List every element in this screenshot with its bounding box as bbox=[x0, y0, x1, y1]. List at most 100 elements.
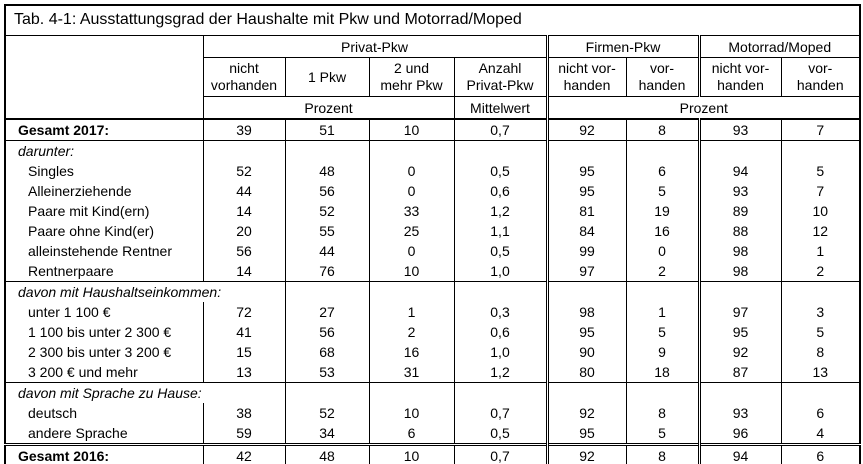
cell: 0 bbox=[368, 181, 454, 201]
row-label: Singles bbox=[5, 161, 204, 181]
row-label: alleinstehende Rentner bbox=[5, 241, 204, 261]
cell: 96 bbox=[697, 423, 781, 445]
cell: 14 bbox=[202, 201, 285, 221]
row-label: Rentnerpaare bbox=[5, 261, 204, 282]
cell: 16 bbox=[368, 342, 454, 362]
cell: 0,5 bbox=[453, 241, 547, 261]
cell: 93 bbox=[697, 403, 781, 423]
cell bbox=[368, 140, 454, 161]
cell bbox=[368, 281, 454, 302]
cell: 0,3 bbox=[453, 302, 547, 322]
cell: 1 bbox=[780, 241, 860, 261]
cell: 5 bbox=[780, 161, 860, 181]
cell: 5 bbox=[625, 181, 699, 201]
cell: 19 bbox=[625, 201, 699, 221]
cell: 59 bbox=[202, 423, 285, 445]
cell bbox=[284, 140, 369, 161]
group-header-firmen-pkw: Firmen-Pkw bbox=[545, 35, 699, 58]
cell: 76 bbox=[284, 261, 369, 282]
cell: 98 bbox=[697, 261, 781, 282]
cell: 8 bbox=[625, 443, 699, 464]
cell bbox=[625, 382, 699, 403]
cell: 93 bbox=[697, 181, 781, 201]
cell: 1,0 bbox=[453, 342, 547, 362]
column-header-2-und-mehr-pkw: 2 und mehr Pkw bbox=[368, 57, 454, 97]
cell: 10 bbox=[780, 201, 860, 221]
cell: 98 bbox=[697, 241, 781, 261]
unit-header-prozent-firmen-motorrad: Prozent bbox=[545, 96, 860, 120]
cell bbox=[780, 382, 860, 403]
cell: 31 bbox=[368, 362, 454, 383]
cell bbox=[453, 281, 547, 302]
cell: 1,1 bbox=[453, 221, 547, 241]
cell: 0 bbox=[368, 241, 454, 261]
cell bbox=[368, 382, 454, 403]
cell bbox=[284, 382, 369, 403]
cell: 92 bbox=[545, 403, 626, 423]
cell: 27 bbox=[284, 302, 369, 322]
cell: 41 bbox=[202, 322, 285, 342]
cell: 39 bbox=[202, 118, 285, 141]
table-row: 2 300 bis unter 3 200 €15 68 16 1,0 90 9 92 8 bbox=[5, 342, 860, 362]
cell: 93 bbox=[697, 118, 781, 141]
cell: 0,6 bbox=[453, 181, 547, 201]
cell: 1,0 bbox=[453, 261, 547, 282]
cell bbox=[697, 382, 781, 403]
row-label: Gesamt 2017: bbox=[5, 118, 204, 141]
cell bbox=[780, 140, 860, 161]
cell: 99 bbox=[545, 241, 626, 261]
cell: 56 bbox=[284, 181, 369, 201]
cell: 34 bbox=[284, 423, 369, 445]
cell: 2 bbox=[368, 322, 454, 342]
cell: 90 bbox=[545, 342, 626, 362]
table-row: Gesamt 2016: 42 48 10 0,7 92 8 94 6 bbox=[5, 443, 860, 464]
unit-header-row: Prozent Mittelwert Prozent bbox=[5, 96, 860, 120]
table-row: unter 1 100 €72 27 1 0,3 98 1 97 3 bbox=[5, 302, 860, 322]
cell: 15 bbox=[202, 342, 285, 362]
cell: 52 bbox=[202, 161, 285, 181]
cell: 6 bbox=[780, 403, 860, 423]
cell: 16 bbox=[625, 221, 699, 241]
cell: 44 bbox=[202, 181, 285, 201]
row-label: davon mit Sprache zu Hause: bbox=[5, 382, 286, 403]
cell: 7 bbox=[780, 181, 860, 201]
cell: 0 bbox=[368, 161, 454, 181]
table-row: Alleinerziehende 44 56 0 0,6 95 5 93 7 bbox=[5, 181, 860, 201]
cell: 0,7 bbox=[453, 403, 547, 423]
table-row: Gesamt 2017: 39 51 10 0,7 92 8 93 7 bbox=[5, 118, 860, 141]
table-row: deutsch 38 52 10 0,7 92 8 93 6 bbox=[5, 403, 860, 423]
group-header-row: Privat-Pkw Firmen-Pkw Motorrad/Moped bbox=[5, 35, 860, 119]
cell: 97 bbox=[697, 302, 781, 322]
cell bbox=[453, 382, 547, 403]
cell: 2 bbox=[625, 261, 699, 282]
row-label: andere Sprache bbox=[5, 423, 204, 445]
cell: 53 bbox=[284, 362, 369, 383]
table-row: darunter: bbox=[5, 140, 860, 161]
cell: 95 bbox=[545, 423, 626, 445]
cell: 44 bbox=[284, 241, 369, 261]
cell: 38 bbox=[202, 403, 285, 423]
table-row: 1 100 bis unter 2 300 €41 56 2 0,6 95 5 95 5 bbox=[5, 322, 860, 342]
cell bbox=[202, 140, 285, 161]
column-header-firmen-nicht-vorhanden: nicht vor- handen bbox=[545, 57, 626, 97]
cell: 0 bbox=[625, 241, 699, 261]
cell: 92 bbox=[545, 118, 626, 141]
cell: 6 bbox=[780, 443, 860, 464]
row-label: 2 300 bis unter 3 200 € bbox=[5, 342, 204, 362]
equipment-rate-table: Tab. 4-1: Ausstattungsgrad der Haushalte… bbox=[4, 4, 861, 464]
row-label: darunter: bbox=[5, 140, 204, 161]
cell: 88 bbox=[697, 221, 781, 241]
cell: 14 bbox=[202, 261, 285, 282]
cell: 48 bbox=[284, 443, 369, 464]
cell: 8 bbox=[625, 403, 699, 423]
cell: 48 bbox=[284, 161, 369, 181]
cell: 6 bbox=[625, 161, 699, 181]
cell bbox=[284, 281, 369, 302]
cell: 72 bbox=[202, 302, 285, 322]
cell: 80 bbox=[545, 362, 626, 383]
row-label: Paare ohne Kind(er) bbox=[5, 221, 204, 241]
row-label: unter 1 100 € bbox=[5, 302, 204, 322]
cell bbox=[545, 281, 626, 302]
table-row: Singles 52 48 0 0,5 95 6 94 5 bbox=[5, 161, 860, 181]
